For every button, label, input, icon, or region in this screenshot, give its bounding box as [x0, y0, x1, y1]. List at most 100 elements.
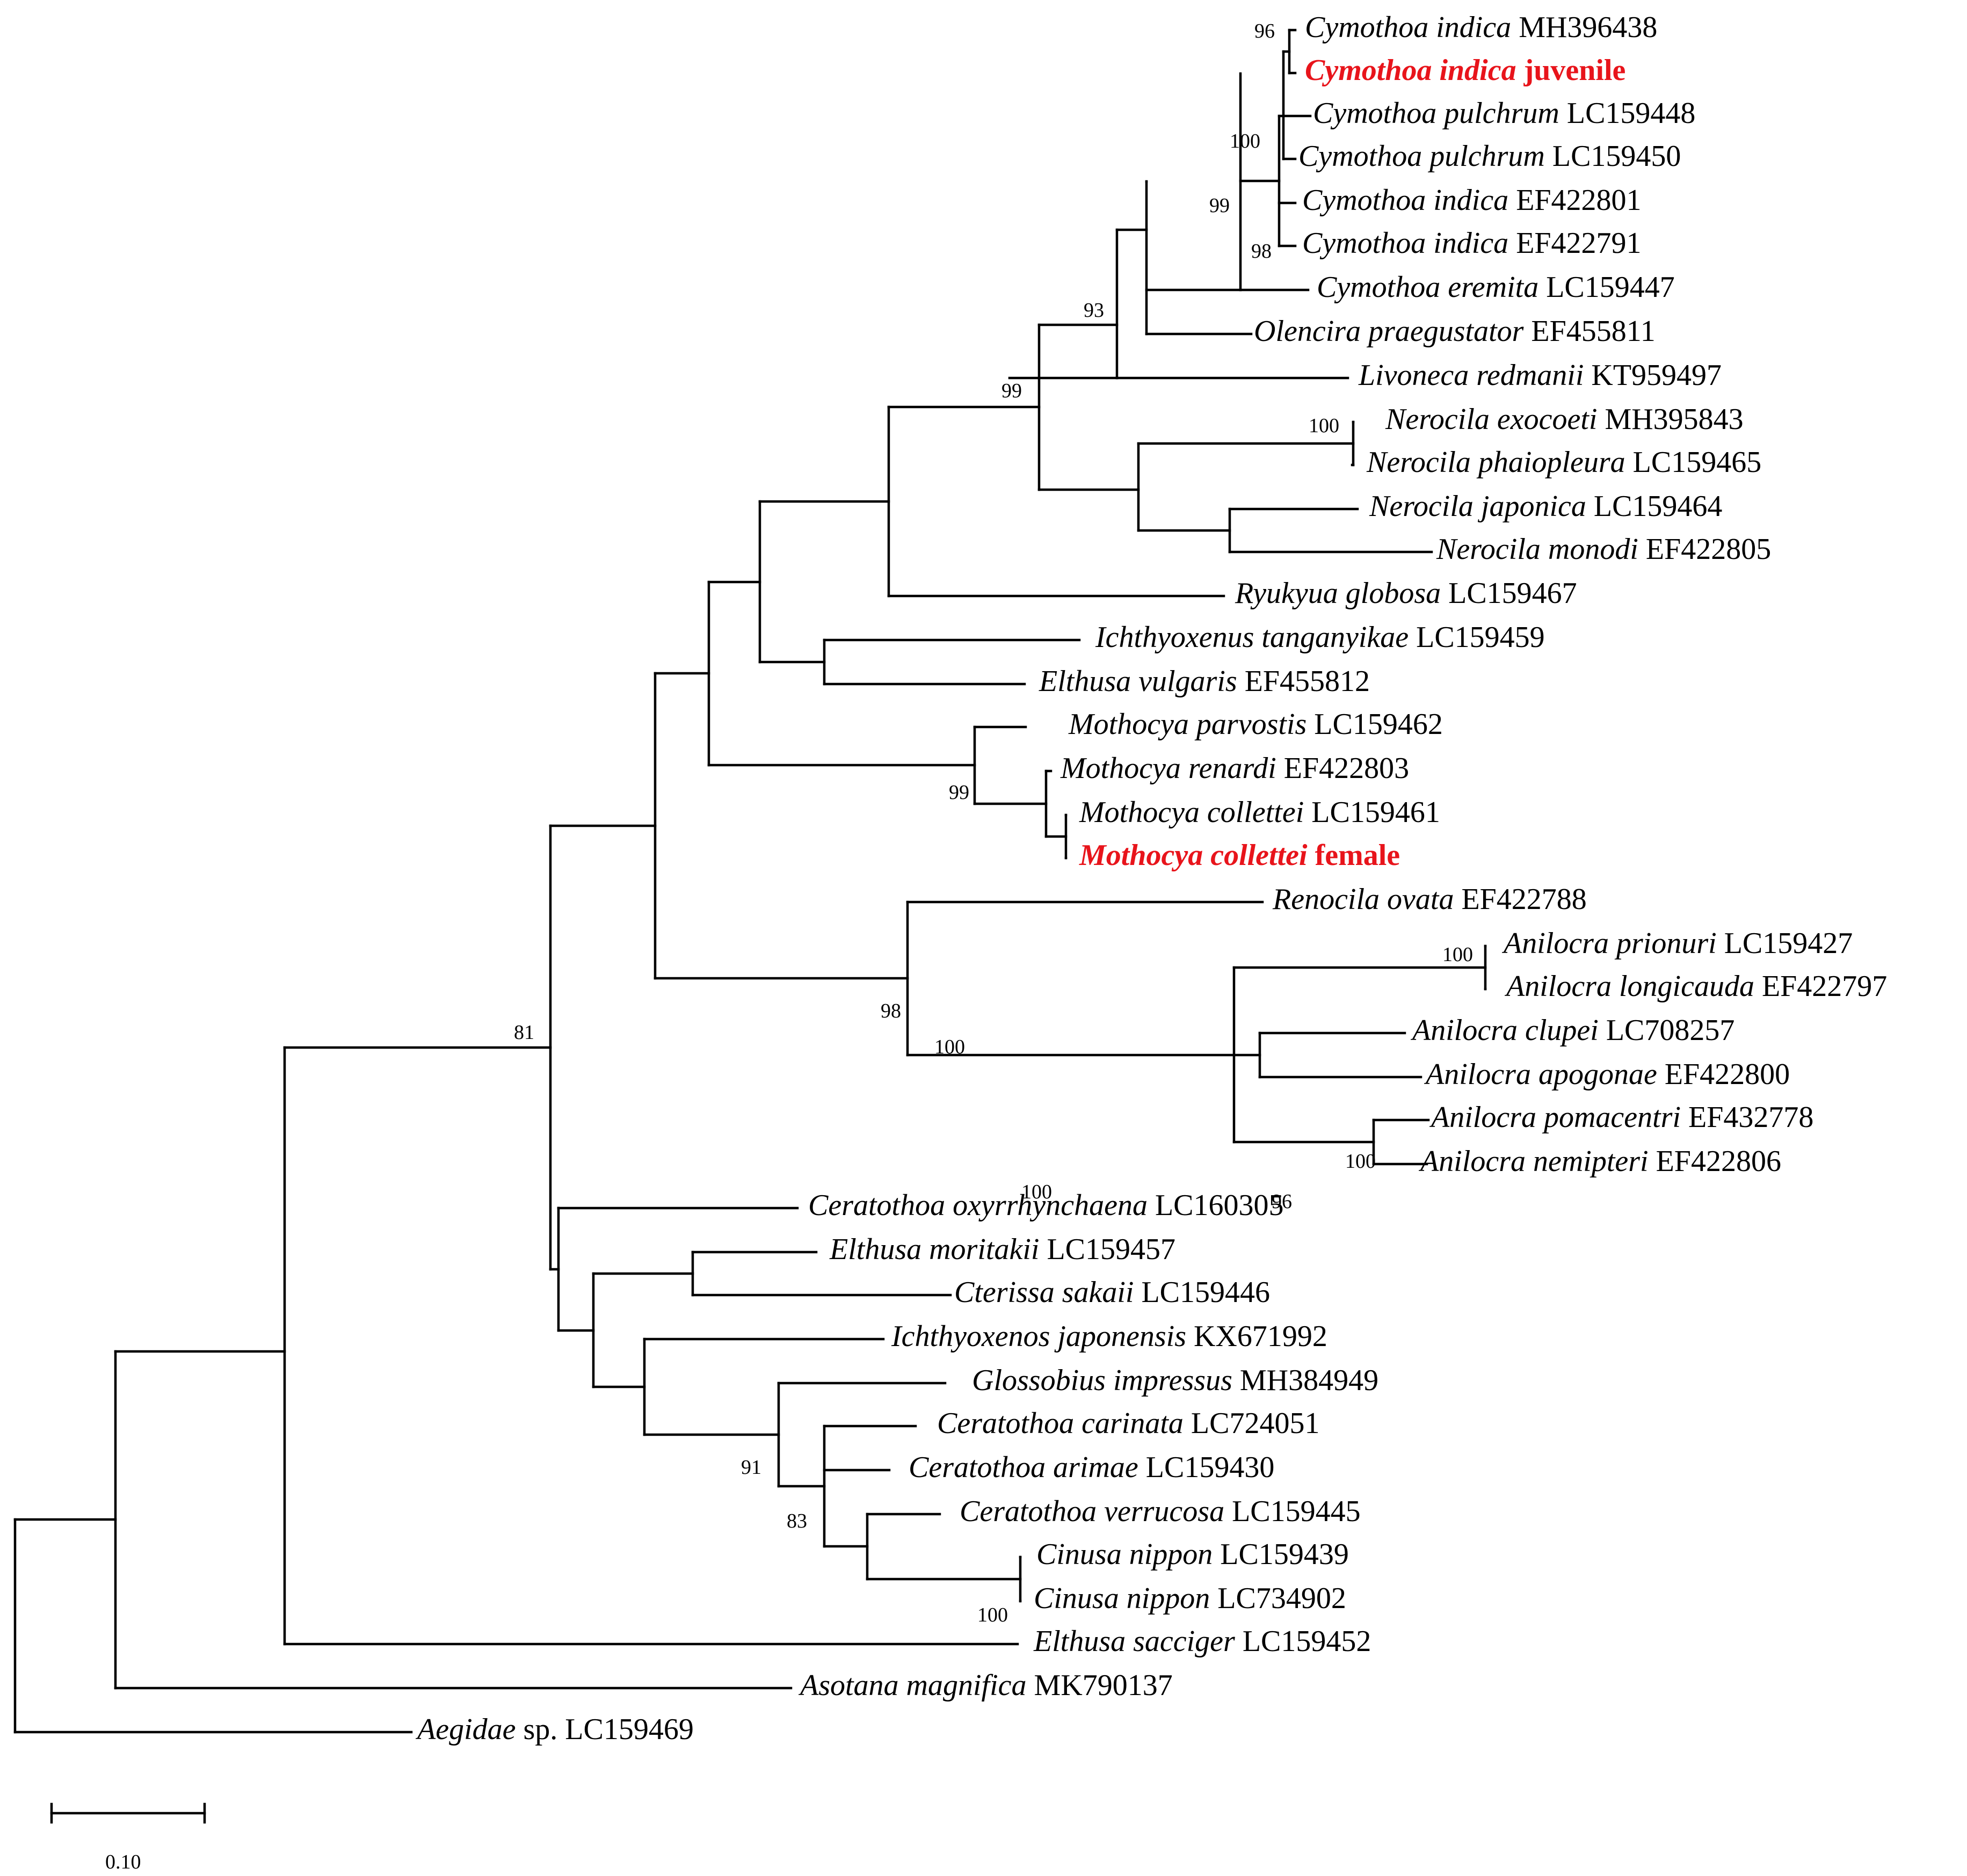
- tree-branches: [13, 28, 1487, 1734]
- taxon-label: Anilocra apogonae EF422800: [1424, 1058, 1790, 1091]
- taxon-accession: LC159445: [1224, 1495, 1361, 1528]
- taxon-species-name: Anilocra clupei: [1410, 1014, 1599, 1047]
- taxon-species-name: Ryukyua globosa: [1235, 577, 1441, 610]
- taxon-label: Mothocya parvostis LC159462: [1068, 708, 1443, 741]
- taxon-species-name: Livoneca redmanii: [1358, 359, 1584, 392]
- taxon-label: Nerocila monodi EF422805: [1436, 533, 1771, 566]
- taxon-species-name: Cymothoa indica: [1305, 54, 1516, 87]
- taxon-accession: LC159457: [1039, 1233, 1175, 1266]
- bootstrap-value: 100: [1442, 943, 1473, 966]
- taxon-accession: KX671992: [1186, 1320, 1327, 1353]
- taxon-accession: MK790137: [1027, 1669, 1173, 1702]
- taxon-accession: LC159464: [1586, 490, 1723, 523]
- taxon-accession: LC159448: [1559, 97, 1696, 130]
- taxon-label: Anilocra longicauda EF422797: [1504, 970, 1887, 1003]
- bootstrap-value: 100: [977, 1604, 1008, 1626]
- taxon-species-name: Anilocra pomacentri: [1429, 1101, 1681, 1134]
- taxon-species-name: Cinusa nippon: [1034, 1582, 1210, 1615]
- scale-bar-label: 0.10: [105, 1851, 141, 1873]
- taxon-accession: MH384949: [1232, 1364, 1378, 1397]
- taxon-label: Glossobius impressus MH384949: [972, 1364, 1378, 1397]
- bootstrap-value: 83: [787, 1510, 807, 1532]
- taxon-accession: EF422805: [1638, 533, 1771, 566]
- taxon-label: Cymothoa indica EF422791: [1302, 227, 1642, 260]
- taxon-species-name: Nerocila monodi: [1436, 533, 1638, 566]
- taxon-label: Cymothoa pulchrum LC159450: [1298, 140, 1681, 173]
- taxon-species-name: Cymothoa eremita: [1317, 271, 1538, 304]
- taxon-accession: EF422801: [1508, 184, 1641, 217]
- bootstrap-value: 96: [1272, 1190, 1292, 1213]
- bootstrap-value: 100: [1345, 1150, 1376, 1173]
- bootstrap-value: 100: [934, 1036, 965, 1058]
- taxon-label: Ichthyoxenus tanganyikae LC159459: [1095, 621, 1545, 654]
- scale-bar: 0.10: [50, 1802, 206, 1873]
- taxon-label: Mothocya collettei LC159461: [1079, 796, 1440, 829]
- taxon-species-name: Anilocra longicauda: [1504, 970, 1754, 1003]
- taxon-accession: LC159462: [1307, 708, 1443, 741]
- taxon-label: Ceratothoa verrucosa LC159445: [960, 1495, 1361, 1528]
- taxon-species-name: Mothocya collettei: [1079, 839, 1308, 872]
- taxon-label: Ceratothoa carinata LC724051: [937, 1407, 1319, 1440]
- taxon-species-name: Nerocila exocoeti: [1385, 403, 1597, 436]
- bootstrap-value: 81: [514, 1021, 534, 1044]
- taxon-species-name: Nerocila phaiopleura: [1366, 446, 1625, 479]
- taxon-species-name: Elthusa sacciger: [1033, 1625, 1235, 1658]
- taxon-label: Cinusa nippon LC734902: [1034, 1582, 1346, 1615]
- taxon-label: Cymothoa pulchrum LC159448: [1313, 97, 1695, 130]
- taxon-accession: EF455812: [1237, 665, 1370, 698]
- taxon-label: Aegidae sp. LC159469: [415, 1713, 694, 1746]
- taxon-label: Cymothoa indica MH396438: [1305, 11, 1657, 44]
- taxon-label: Ceratothoa arimae LC159430: [909, 1451, 1274, 1484]
- taxon-label: Cymothoa eremita LC159447: [1317, 271, 1675, 304]
- taxon-species-name: Glossobius impressus: [972, 1364, 1232, 1397]
- taxon-species-name: Renocila ovata: [1272, 883, 1454, 916]
- taxon-accession: LC159447: [1538, 271, 1675, 304]
- bootstrap-value: 99: [1001, 380, 1022, 402]
- taxon-accession: MH396438: [1511, 11, 1657, 44]
- taxon-species-name: Anilocra apogonae: [1424, 1058, 1657, 1091]
- taxon-species-name: Cymothoa indica: [1305, 11, 1511, 44]
- taxon-species-name: Asotana magnifica: [798, 1669, 1027, 1702]
- taxon-species-name: Ichthyoxenos japonensis: [891, 1320, 1186, 1353]
- taxon-species-name: Mothocya parvostis: [1068, 708, 1307, 741]
- taxon-label: Renocila ovata EF422788: [1272, 883, 1587, 916]
- bootstrap-value: 99: [1209, 194, 1230, 217]
- taxon-species-name: Olencira praegustator: [1254, 315, 1524, 348]
- taxon-species-name: Ceratothoa arimae: [909, 1451, 1138, 1484]
- taxon-species-name: Ceratothoa verrucosa: [960, 1495, 1224, 1528]
- bootstrap-value: 100: [1230, 130, 1260, 152]
- taxon-accession: LC159452: [1235, 1625, 1371, 1658]
- taxon-label: Mothocya renardi EF422803: [1060, 752, 1409, 785]
- taxon-label-highlighted: Cymothoa indica juvenile: [1305, 54, 1625, 87]
- taxon-accession: EF422806: [1649, 1145, 1781, 1178]
- taxon-accession: LC159430: [1138, 1451, 1275, 1484]
- taxon-accession: LC159450: [1545, 140, 1681, 173]
- taxon-label: Livoneca redmanii KT959497: [1358, 359, 1722, 392]
- taxon-species-name: Elthusa vulgaris: [1039, 665, 1237, 698]
- taxon-label: Cterissa sakaii LC159446: [954, 1276, 1270, 1309]
- taxon-accession: LC159461: [1304, 796, 1440, 829]
- taxon-accession: LC159459: [1409, 621, 1545, 654]
- taxon-label: Anilocra clupei LC708257: [1410, 1014, 1734, 1047]
- bootstrap-values: 96 100 99 98 93 99 100 99 98 100 100 96 81 100 100 91 83…: [514, 20, 1473, 1626]
- taxon-accession: LC734902: [1210, 1582, 1346, 1615]
- taxon-accession: EF422797: [1754, 970, 1887, 1003]
- taxon-accession: EF422791: [1508, 227, 1641, 260]
- taxon-accession: EF422788: [1454, 883, 1586, 916]
- taxon-label: Nerocila japonica LC159464: [1369, 490, 1722, 523]
- taxon-accession: LC159439: [1213, 1538, 1349, 1571]
- taxon-label: Anilocra prionuri LC159427: [1501, 927, 1853, 960]
- taxon-species-name: Elthusa moritakii: [829, 1233, 1039, 1266]
- taxon-accession: LC708257: [1599, 1014, 1735, 1047]
- taxon-species-name: Ceratothoa oxyrrhynchaena: [808, 1189, 1148, 1222]
- taxon-species-name: Aegidae: [415, 1713, 516, 1746]
- taxon-species-name: Cinusa nippon: [1036, 1538, 1213, 1571]
- taxon-accession: LC159465: [1625, 446, 1762, 479]
- taxon-species-name: Anilocra prionuri: [1501, 927, 1717, 960]
- bootstrap-value: 96: [1254, 20, 1275, 42]
- taxon-label: Olencira praegustator EF455811: [1254, 315, 1656, 348]
- taxon-accession: EF422803: [1276, 752, 1409, 785]
- taxon-label: Ceratothoa oxyrrhynchaena LC160305: [808, 1189, 1284, 1222]
